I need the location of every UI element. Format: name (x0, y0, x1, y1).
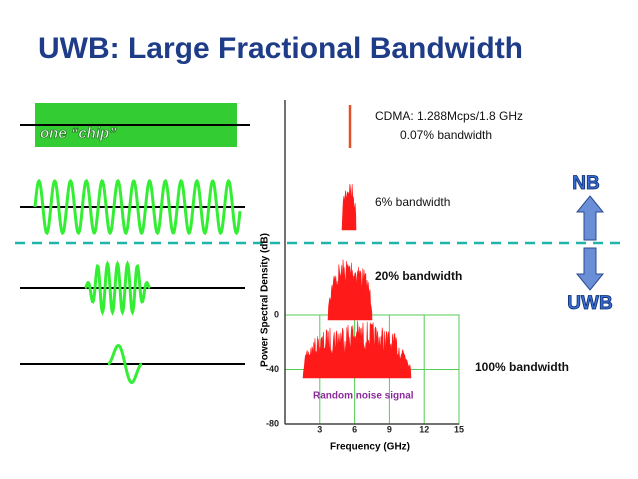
annotation: 100% bandwidth (475, 360, 569, 374)
x-tick-label: 15 (454, 424, 464, 434)
y-tick-label: -80 (266, 418, 279, 428)
waveform (107, 343, 143, 385)
y-axis-label: Power Spectral Density (dB) (260, 233, 271, 367)
uwb-label: UWB (567, 293, 612, 314)
spectrum-20 (327, 259, 373, 321)
spectrum-100 (302, 320, 412, 379)
chip-label: one “chip” (40, 125, 117, 142)
waveform (33, 178, 242, 236)
spectrum-chart: 3 6 9 12 15 0 -40 -80 Power Spectral Density (dB… (260, 100, 569, 453)
x-tick-label: 6 (352, 424, 357, 434)
waveform (84, 260, 151, 316)
y-tick-label: 0 (274, 309, 279, 319)
annotation: 6% bandwidth (375, 195, 450, 209)
x-axis-label: Frequency (GHz) (330, 442, 410, 453)
up-arrow (575, 195, 605, 241)
x-tick-label: 12 (419, 424, 429, 434)
down-arrow (575, 247, 605, 291)
spectrum-6 (341, 183, 357, 231)
x-tick-label: 3 (317, 424, 322, 434)
y-tick-label: -40 (266, 364, 279, 374)
x-tick-label: 9 (387, 424, 392, 434)
annotation: Random noise signal (313, 391, 414, 402)
annotation: 0.07% bandwidth (400, 128, 492, 142)
nb-label: NB (572, 173, 599, 194)
annotation: 20% bandwidth (375, 269, 462, 283)
slide-title: UWB: Large Fractional Bandwidth (38, 32, 523, 65)
annotation: CDMA: 1.288Mcps/1.8 GHz (375, 109, 523, 123)
